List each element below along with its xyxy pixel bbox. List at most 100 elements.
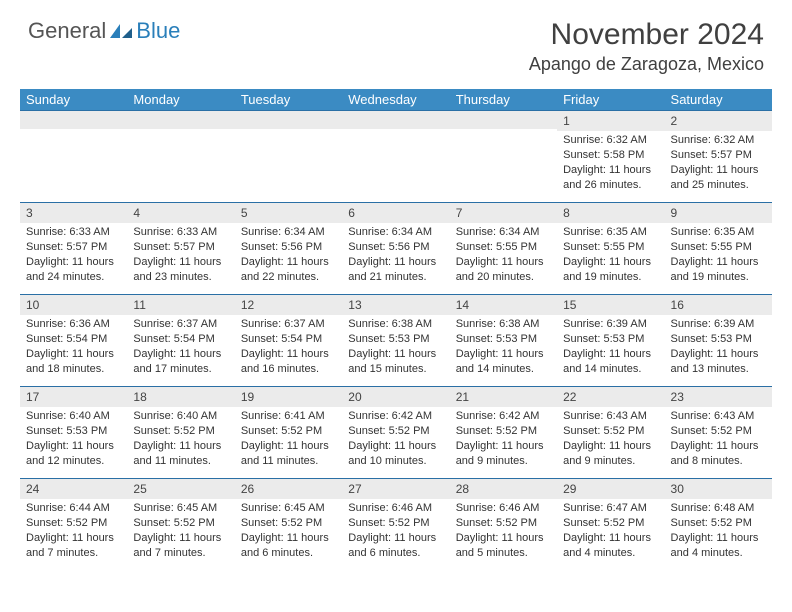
calendar-week: 24Sunrise: 6:44 AMSunset: 5:52 PMDayligh… (20, 479, 772, 571)
day-data: Sunrise: 6:34 AMSunset: 5:55 PMDaylight:… (450, 223, 557, 288)
sunset-text: Sunset: 5:52 PM (348, 424, 443, 439)
sunset-text: Sunset: 5:52 PM (456, 516, 551, 531)
sunset-text: Sunset: 5:56 PM (241, 240, 336, 255)
daylight-text: Daylight: 11 hours and 12 minutes. (26, 439, 121, 469)
page-header: General Blue November 2024 Apango de Zar… (0, 0, 792, 83)
daylight-text: Daylight: 11 hours and 15 minutes. (348, 347, 443, 377)
calendar-cell: 21Sunrise: 6:42 AMSunset: 5:52 PMDayligh… (450, 387, 557, 479)
calendar-cell: 9 Sunrise: 6:35 AMSunset: 5:55 PMDaylight… (665, 203, 772, 295)
sunrise-text: Sunrise: 6:41 AM (241, 409, 336, 424)
calendar-table: Sunday Monday Tuesday Wednesday Thursday… (20, 89, 772, 571)
sunrise-text: Sunrise: 6:48 AM (671, 501, 766, 516)
sunset-text: Sunset: 5:52 PM (241, 516, 336, 531)
sunset-text: Sunset: 5:55 PM (671, 240, 766, 255)
day-number: 9 (665, 203, 772, 223)
daylight-text: Daylight: 11 hours and 19 minutes. (671, 255, 766, 285)
sunrise-text: Sunrise: 6:45 AM (133, 501, 228, 516)
calendar-cell: 13Sunrise: 6:38 AMSunset: 5:53 PMDayligh… (342, 295, 449, 387)
day-data: Sunrise: 6:47 AMSunset: 5:52 PMDaylight:… (557, 499, 664, 564)
calendar-week: 3Sunrise: 6:33 AMSunset: 5:57 PMDaylight… (20, 203, 772, 295)
day-number: 3 (20, 203, 127, 223)
brand-logo: General Blue (28, 18, 180, 44)
calendar-body: 1Sunrise: 6:32 AMSunset: 5:58 PMDaylight… (20, 111, 772, 571)
daylight-text: Daylight: 11 hours and 17 minutes. (133, 347, 228, 377)
sunrise-text: Sunrise: 6:37 AM (241, 317, 336, 332)
sunrise-text: Sunrise: 6:33 AM (133, 225, 228, 240)
sunrise-text: Sunrise: 6:46 AM (456, 501, 551, 516)
daylight-text: Daylight: 11 hours and 4 minutes. (563, 531, 658, 561)
day-number: 20 (342, 387, 449, 407)
day-number: 16 (665, 295, 772, 315)
daylight-text: Daylight: 11 hours and 21 minutes. (348, 255, 443, 285)
sunset-text: Sunset: 5:52 PM (133, 516, 228, 531)
day-data: Sunrise: 6:45 AMSunset: 5:52 PMDaylight:… (235, 499, 342, 564)
day-data: Sunrise: 6:43 AMSunset: 5:52 PMDaylight:… (665, 407, 772, 472)
sunset-text: Sunset: 5:52 PM (241, 424, 336, 439)
day-data: Sunrise: 6:37 AMSunset: 5:54 PMDaylight:… (127, 315, 234, 380)
daylight-text: Daylight: 11 hours and 18 minutes. (26, 347, 121, 377)
sunset-text: Sunset: 5:52 PM (671, 516, 766, 531)
daylight-text: Daylight: 11 hours and 11 minutes. (241, 439, 336, 469)
day-data: Sunrise: 6:39 AMSunset: 5:53 PMDaylight:… (665, 315, 772, 380)
calendar-cell: 3Sunrise: 6:33 AMSunset: 5:57 PMDaylight… (20, 203, 127, 295)
calendar-cell: 19Sunrise: 6:41 AMSunset: 5:52 PMDayligh… (235, 387, 342, 479)
day-data: Sunrise: 6:44 AMSunset: 5:52 PMDaylight:… (20, 499, 127, 564)
sunset-text: Sunset: 5:57 PM (671, 148, 766, 163)
day-number: 1 (557, 111, 664, 131)
calendar-cell: 22Sunrise: 6:43 AMSunset: 5:52 PMDayligh… (557, 387, 664, 479)
sunset-text: Sunset: 5:55 PM (456, 240, 551, 255)
sunset-text: Sunset: 5:55 PM (563, 240, 658, 255)
day-number: 23 (665, 387, 772, 407)
logo-text-blue: Blue (136, 18, 180, 44)
sunset-text: Sunset: 5:53 PM (26, 424, 121, 439)
weekday-header: Sunday (20, 89, 127, 111)
logo-text-general: General (28, 18, 106, 44)
calendar-cell (235, 111, 342, 203)
sunrise-text: Sunrise: 6:40 AM (26, 409, 121, 424)
day-number: 8 (557, 203, 664, 223)
day-number: 6 (342, 203, 449, 223)
calendar-cell: 26Sunrise: 6:45 AMSunset: 5:52 PMDayligh… (235, 479, 342, 571)
day-number (20, 111, 127, 129)
calendar-cell: 4Sunrise: 6:33 AMSunset: 5:57 PMDaylight… (127, 203, 234, 295)
calendar-cell: 28 Sunrise: 6:46 AMSunset: 5:52 PMDayligh… (450, 479, 557, 571)
sunset-text: Sunset: 5:53 PM (563, 332, 658, 347)
sunrise-text: Sunrise: 6:47 AM (563, 501, 658, 516)
sunrise-text: Sunrise: 6:40 AM (133, 409, 228, 424)
calendar-cell: 16Sunrise: 6:39 AMSunset: 5:53 PMDayligh… (665, 295, 772, 387)
logo-sail-icon (108, 22, 134, 40)
daylight-text: Daylight: 11 hours and 26 minutes. (563, 163, 658, 193)
calendar-week: 10Sunrise: 6:36 AMSunset: 5:54 PMDayligh… (20, 295, 772, 387)
sunset-text: Sunset: 5:52 PM (563, 516, 658, 531)
day-number: 4 (127, 203, 234, 223)
day-data: Sunrise: 6:41 AMSunset: 5:52 PMDaylight:… (235, 407, 342, 472)
daylight-text: Daylight: 11 hours and 5 minutes. (456, 531, 551, 561)
day-number: 28 (450, 479, 557, 499)
calendar-week: 1Sunrise: 6:32 AMSunset: 5:58 PMDaylight… (20, 111, 772, 203)
calendar-cell (450, 111, 557, 203)
calendar-cell: 2Sunrise: 6:32 AMSunset: 5:57 PMDaylight… (665, 111, 772, 203)
weekday-header: Friday (557, 89, 664, 111)
calendar-cell: 18Sunrise: 6:40 AMSunset: 5:52 PMDayligh… (127, 387, 234, 479)
daylight-text: Daylight: 11 hours and 25 minutes. (671, 163, 766, 193)
sunrise-text: Sunrise: 6:44 AM (26, 501, 121, 516)
sunrise-text: Sunrise: 6:42 AM (348, 409, 443, 424)
sunset-text: Sunset: 5:53 PM (671, 332, 766, 347)
daylight-text: Daylight: 11 hours and 6 minutes. (348, 531, 443, 561)
daylight-text: Daylight: 11 hours and 24 minutes. (26, 255, 121, 285)
day-data: Sunrise: 6:40 AMSunset: 5:53 PMDaylight:… (20, 407, 127, 472)
day-number: 27 (342, 479, 449, 499)
calendar-cell (127, 111, 234, 203)
day-number: 12 (235, 295, 342, 315)
day-data: Sunrise: 6:42 AMSunset: 5:52 PMDaylight:… (450, 407, 557, 472)
sunrise-text: Sunrise: 6:35 AM (671, 225, 766, 240)
day-number (342, 111, 449, 129)
sunrise-text: Sunrise: 6:34 AM (241, 225, 336, 240)
daylight-text: Daylight: 11 hours and 9 minutes. (563, 439, 658, 469)
sunrise-text: Sunrise: 6:37 AM (133, 317, 228, 332)
day-data: Sunrise: 6:38 AMSunset: 5:53 PMDaylight:… (450, 315, 557, 380)
day-data: Sunrise: 6:32 AMSunset: 5:57 PMDaylight:… (665, 131, 772, 196)
day-number: 29 (557, 479, 664, 499)
sunrise-text: Sunrise: 6:32 AM (671, 133, 766, 148)
calendar-cell: 30Sunrise: 6:48 AMSunset: 5:52 PMDayligh… (665, 479, 772, 571)
